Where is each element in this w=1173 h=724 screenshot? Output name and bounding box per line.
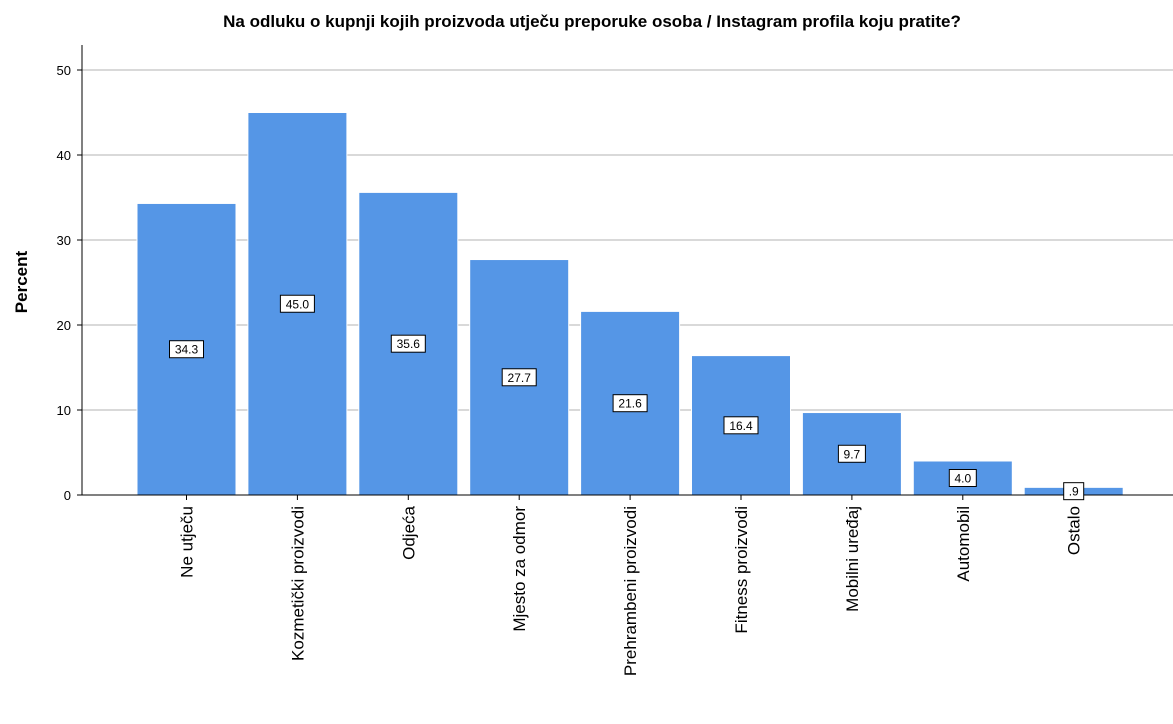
data-label: 34.3 — [175, 343, 199, 357]
category-label: Mobilni uređaj — [843, 506, 862, 612]
data-label: 45.0 — [286, 297, 310, 311]
y-tick-label: 50 — [57, 63, 71, 78]
data-label: 4.0 — [954, 472, 971, 486]
chart-title: Na odluku o kupnji kojih proizvoda utječ… — [223, 12, 961, 31]
data-label-box — [948, 469, 977, 487]
y-tick-labels: 0 10 20 30 40 50 — [57, 63, 71, 503]
data-label-box — [390, 334, 426, 353]
category-label: Prehrambeni proizvodi — [621, 506, 640, 676]
y-tick-label: 20 — [57, 318, 71, 333]
y-axis-label: Percent — [12, 250, 31, 313]
y-tick-label: 30 — [57, 233, 71, 248]
data-label: .9 — [1069, 485, 1079, 499]
data-labels: 34.3 45.0 35.6 27.7 21.6 16.4 9.7 4.0 .9 — [169, 294, 1085, 501]
data-label: 27.7 — [508, 371, 532, 385]
category-label: Mjesto za odmor — [510, 506, 529, 632]
data-label-box — [279, 294, 315, 313]
category-label: Automobil — [954, 506, 973, 582]
data-label-box — [612, 394, 648, 413]
y-tick-label: 0 — [64, 488, 71, 503]
data-label-box — [1063, 482, 1085, 501]
axes — [81, 45, 1173, 496]
category-label: Ne utječu — [178, 506, 197, 578]
data-label-box — [169, 340, 204, 359]
data-label-box — [837, 444, 866, 463]
category-labels: Ne utječu Kozmetički proizvodi Odjeća Mjest… — [178, 495, 1084, 676]
data-label-box — [501, 368, 537, 387]
data-label: 16.4 — [729, 419, 753, 433]
y-tick-label: 10 — [57, 403, 71, 418]
category-label: Fitness proizvodi — [732, 506, 751, 634]
category-label: Kozmetički proizvodi — [288, 506, 307, 661]
category-label: Ostalo — [1065, 506, 1084, 555]
data-label: 21.6 — [618, 397, 642, 411]
y-tick-label: 40 — [57, 148, 71, 163]
data-label-box — [723, 416, 759, 435]
data-label: 9.7 — [844, 447, 861, 461]
data-label: 35.6 — [397, 337, 421, 351]
category-label: Odjeća — [399, 505, 418, 559]
